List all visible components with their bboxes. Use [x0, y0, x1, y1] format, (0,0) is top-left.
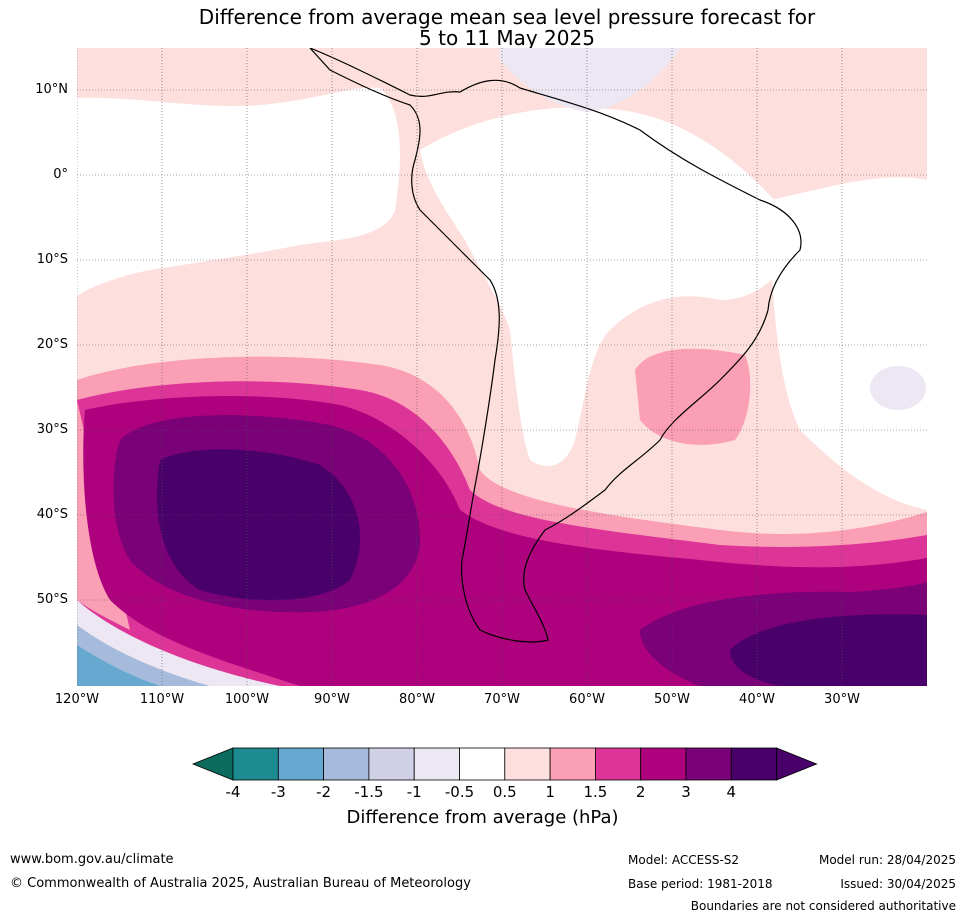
colorbar-under-arrow — [191, 747, 234, 781]
footer-model: Model: ACCESS-S2 — [628, 853, 740, 867]
longitude-label: 110°W — [139, 692, 185, 707]
colorbar-swatch — [595, 747, 642, 781]
graticule — [77, 48, 927, 686]
footer-disclaimer: Boundaries are not considered authoritat… — [690, 899, 956, 913]
colorbar-swatch — [323, 747, 370, 781]
latitude-label: 40°S — [36, 507, 68, 522]
colorbar-tick-label: -2 — [316, 783, 332, 801]
colorbar-tick-label: 4 — [726, 783, 737, 801]
colorbar-swatch — [277, 747, 324, 781]
longitude-label: 50°W — [654, 692, 690, 707]
colorbar-tick-label: -0.5 — [444, 783, 475, 801]
latitude-label: 20°S — [36, 337, 68, 352]
longitude-label: 100°W — [224, 692, 270, 707]
colorbar-swatch — [413, 747, 460, 781]
neutral-region-atlantic — [770, 177, 927, 510]
footer-model-run: Model run: 28/04/2025 — [818, 853, 956, 867]
latitude-label: 50°S — [36, 592, 68, 607]
colorbar-tick-label: -3 — [270, 783, 286, 801]
longitude-label: 30°W — [824, 692, 860, 707]
colorbar-label: Difference from average (hPa) — [346, 807, 619, 828]
colorbar-swatch — [368, 747, 415, 781]
anomaly-core-above-4 — [156, 449, 360, 601]
latitude-label: 10°S — [36, 252, 68, 267]
negative-anomaly-south-atlantic — [870, 366, 926, 410]
colorbar-swatch — [640, 747, 687, 781]
colorbar-tick-label: 1.5 — [583, 783, 608, 801]
neutral-region-equatorial-pacific — [77, 87, 400, 296]
anomaly-core-above-4-east — [730, 614, 927, 686]
colorbar-swatch — [685, 747, 732, 781]
latitude-label: 10°N — [35, 82, 68, 97]
latitude-label: 30°S — [36, 422, 68, 437]
coastline-south-america — [309, 48, 802, 643]
colorbar-swatch — [459, 747, 506, 781]
longitude-label: 70°W — [484, 692, 520, 707]
longitude-label: 40°W — [739, 692, 775, 707]
footer-website: www.bom.gov.au/climate — [10, 852, 174, 867]
longitude-label: 60°W — [569, 692, 605, 707]
colorbar-tick-label: -1 — [406, 783, 422, 801]
latitude-label: 0° — [53, 167, 68, 182]
colorbar-swatch — [504, 747, 551, 781]
neutral-region-south-america — [420, 107, 800, 466]
footer-base-period: Base period: 1981-2018 — [628, 877, 773, 891]
colorbar-tick-label: -1.5 — [354, 783, 384, 801]
colorbar-swatch — [549, 747, 596, 781]
footer-copyright: © Commonwealth of Australia 2025, Austra… — [10, 876, 471, 891]
footer-issued: Issued: 30/04/2025 — [840, 877, 956, 891]
longitude-label: 120°W — [54, 692, 100, 707]
colorbar-swatch — [232, 747, 279, 781]
negative-anomaly-southwest-3 — [77, 645, 160, 686]
colorbar-tick-label: 1 — [545, 783, 555, 801]
negative-anomaly-caribbean — [500, 48, 680, 112]
colorbar-tick-label: 2 — [635, 783, 646, 801]
longitude-label: 90°W — [314, 692, 350, 707]
colorbar-swatch — [730, 747, 777, 781]
longitude-label: 80°W — [399, 692, 435, 707]
anomaly-fields — [77, 48, 927, 686]
map-title-line1: Difference from average mean sea level p… — [198, 5, 816, 29]
map-title-line2: 5 to 11 May 2025 — [419, 26, 595, 50]
colorbar-tick-label: 3 — [681, 783, 691, 801]
colorbar-over-arrow — [776, 747, 818, 781]
positive-anomaly-southeast-brazil — [635, 348, 751, 445]
colorbar-tick-label: -4 — [225, 783, 241, 801]
colorbar-tick-label: 0.5 — [492, 783, 517, 801]
